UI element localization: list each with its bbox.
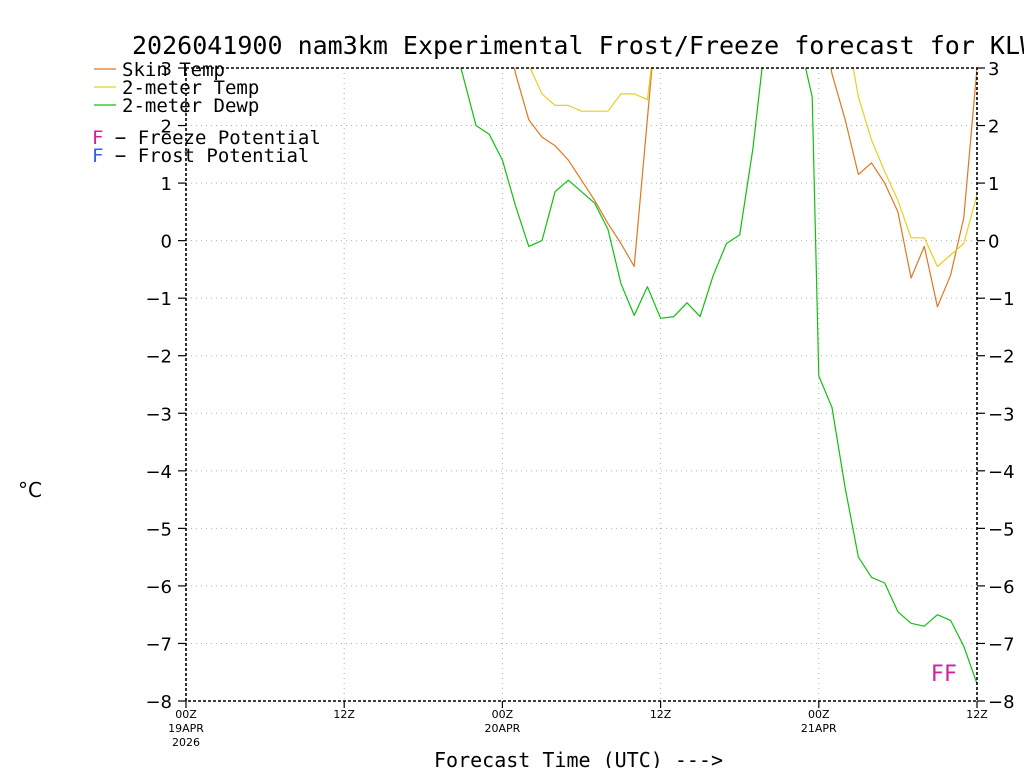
chart-title: 2026041900 nam3km Experimental Frost/Fre… — [132, 31, 1024, 60]
legend-frost-text: − Frost Potential — [103, 145, 309, 167]
x-tick-label: 20APR — [484, 722, 520, 735]
y-tick-label-right: −1 — [988, 289, 1015, 310]
x-tick-label: 12Z — [966, 708, 988, 721]
legend-label-2m-dewp: 2-meter Dewp — [122, 95, 259, 117]
y-tick-label-left: 1 — [161, 174, 172, 195]
y-tick-label-right: −7 — [988, 634, 1015, 655]
legend-frost-potential: F − Frost Potential — [92, 145, 309, 167]
plot-frame — [185, 67, 978, 702]
legend: Skin Temp 2-meter Temp 2-meter Dewp F − … — [92, 59, 321, 167]
y-tick-label-left: −4 — [145, 462, 172, 483]
legend-label-skin-temp: Skin Temp — [122, 59, 225, 81]
y-tick-label-right: −6 — [988, 577, 1015, 598]
x-tick-label: 21APR — [801, 722, 837, 735]
y-tick-label-right: 0 — [988, 232, 999, 253]
y-tick-label-left: −7 — [145, 634, 172, 655]
legend-freeze-text: − Freeze Potential — [103, 127, 320, 149]
x-tick-label: 12Z — [650, 708, 672, 721]
series-lines — [460, 68, 977, 684]
y-tick-label-right: 1 — [988, 174, 999, 195]
legend-freeze-potential: F − Freeze Potential — [92, 127, 321, 149]
x-tick-label: 19APR — [168, 722, 204, 735]
series-line-2-meter-temp — [529, 68, 977, 268]
y-tick-label-right: −2 — [988, 347, 1015, 368]
legend-freeze-letter: F — [92, 127, 103, 149]
y-tick-label-left: 3 — [161, 59, 172, 80]
y-tick-label-left: −3 — [145, 404, 172, 425]
y-tick-label-left: 2 — [161, 117, 172, 138]
legend-label-2m-temp: 2-meter Temp — [122, 77, 259, 99]
x-tick-label: 2026 — [172, 736, 200, 749]
y-tick-label-right: −8 — [988, 692, 1015, 713]
y-tick-label-left: −2 — [145, 347, 172, 368]
series-line-skin-temp — [513, 68, 977, 308]
y-axis-label: °C — [18, 478, 42, 502]
y-tick-label-left: 0 — [161, 232, 172, 253]
y-tick-label-left: −8 — [145, 692, 172, 713]
y-tick-label-right: 3 — [988, 59, 999, 80]
x-tick-label: 00Z — [175, 708, 197, 721]
y-tick-label-left: −1 — [145, 289, 172, 310]
x-tick-label: 00Z — [808, 708, 830, 721]
freeze-marker: F — [944, 662, 957, 687]
y-axis-ticks: 3 3 2 2 1 1 0 0 −1 −1 −2 −2 −3 −3 −4 −4 −5 −5 −6 −6 −7 −7 −8 −8 — [145, 59, 1014, 713]
y-tick-label-left: −6 — [145, 577, 172, 598]
y-tick-label-left: −5 — [145, 519, 172, 540]
y-tick-label-right: −5 — [988, 519, 1015, 540]
x-axis-label: Forecast Time (UTC) ---> — [434, 748, 723, 768]
x-tick-label: 12Z — [333, 708, 355, 721]
y-tick-label-right: −3 — [988, 404, 1015, 425]
y-tick-label-right: −4 — [988, 462, 1015, 483]
y-tick-label-right: 2 — [988, 117, 999, 138]
series-line-2-meter-dewp — [460, 68, 977, 684]
legend-frost-letter: F — [92, 145, 103, 167]
x-tick-label: 00Z — [492, 708, 514, 721]
gridlines — [186, 68, 977, 701]
freeze-marker: F — [931, 662, 944, 687]
